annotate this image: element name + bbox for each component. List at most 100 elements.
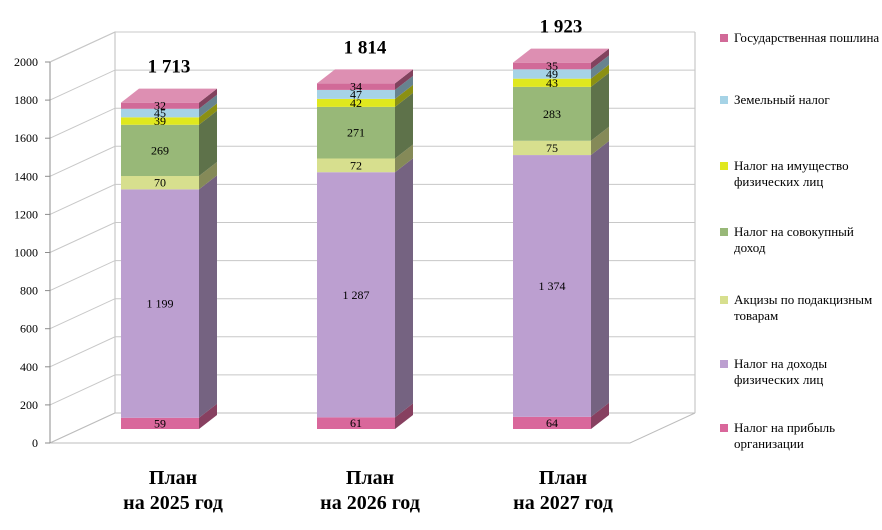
bar-segment bbox=[317, 69, 413, 90]
legend-swatch bbox=[720, 228, 728, 236]
gridline bbox=[49, 260, 695, 292]
gridline bbox=[49, 183, 695, 215]
legend-label: Акцизы по подакцизным товарам bbox=[734, 292, 873, 323]
bar-side bbox=[395, 158, 413, 418]
bar-side bbox=[591, 64, 609, 87]
y-tick-label: 1000 bbox=[14, 246, 38, 260]
bar-side bbox=[199, 110, 217, 177]
legend-label: Государственная пошлина bbox=[734, 30, 880, 45]
data-label: 45 bbox=[154, 106, 166, 120]
total-label: 1 713 bbox=[148, 57, 191, 78]
y-tick-label: 0 bbox=[32, 436, 38, 450]
bar-segment bbox=[121, 88, 217, 109]
legend-item: Налог на совокупный доход bbox=[720, 224, 880, 256]
bar-side bbox=[591, 72, 609, 141]
bar-2025 bbox=[121, 88, 217, 429]
legend-swatch bbox=[720, 96, 728, 104]
gridline bbox=[49, 298, 695, 330]
data-label: 1 374 bbox=[539, 279, 566, 293]
bar-front bbox=[513, 140, 591, 156]
y-tick-label: 400 bbox=[20, 360, 38, 374]
bar-segment bbox=[513, 55, 609, 79]
bar-front bbox=[513, 155, 591, 417]
bar-segment bbox=[317, 92, 413, 159]
bar-side bbox=[395, 144, 413, 173]
y-tick-label: 200 bbox=[20, 398, 38, 412]
bar-side bbox=[199, 88, 217, 109]
bar-segment bbox=[513, 402, 609, 429]
grid-lines bbox=[49, 31, 695, 406]
bar-segment bbox=[121, 175, 217, 418]
data-label: 271 bbox=[347, 126, 365, 140]
y-tick-label: 2000 bbox=[14, 55, 38, 69]
bar-segment bbox=[121, 110, 217, 177]
bar-front bbox=[513, 78, 591, 87]
gridline bbox=[49, 31, 695, 63]
bar-side bbox=[395, 84, 413, 107]
bar-front bbox=[317, 83, 395, 90]
bar-side bbox=[199, 103, 217, 125]
legend-label: Налог на совокупный доход bbox=[734, 224, 854, 255]
legend-swatch bbox=[720, 296, 728, 304]
bar-front bbox=[121, 189, 199, 418]
bar-side bbox=[395, 403, 413, 429]
legend-swatch bbox=[720, 34, 728, 42]
bar-top bbox=[121, 88, 217, 103]
legend-swatch bbox=[720, 162, 728, 170]
data-label: 43 bbox=[546, 76, 558, 90]
bar-segment bbox=[317, 75, 413, 99]
bar-side bbox=[591, 402, 609, 429]
y-axis: 0 200 400 600 800 1000 1200 1400 1600 1800 2000 bbox=[14, 55, 51, 450]
gridline bbox=[49, 145, 695, 177]
data-label: 269 bbox=[151, 143, 169, 157]
data-label: 49 bbox=[546, 67, 558, 81]
bar-front bbox=[121, 417, 199, 429]
bar-segment bbox=[317, 403, 413, 429]
bar-front bbox=[317, 98, 395, 107]
bar-front bbox=[121, 108, 199, 118]
gridline bbox=[49, 69, 695, 101]
legend-item: Акцизы по подакцизным товарам bbox=[720, 292, 880, 324]
bar-front bbox=[513, 69, 591, 79]
legend-label: Налог на доходы физических лиц bbox=[734, 356, 828, 387]
bar-front bbox=[317, 417, 395, 429]
bar-front bbox=[121, 102, 199, 109]
bar-segment bbox=[121, 103, 217, 125]
gridline bbox=[49, 336, 695, 368]
bar-2027 bbox=[513, 48, 609, 429]
bar-front bbox=[513, 62, 591, 70]
bar-side bbox=[395, 69, 413, 90]
bar-front bbox=[317, 158, 395, 173]
bar-side bbox=[395, 92, 413, 159]
bar-side bbox=[591, 141, 609, 417]
bar-segment bbox=[513, 64, 609, 87]
bar-segment bbox=[317, 158, 413, 418]
bar-front bbox=[317, 89, 395, 99]
bar-side bbox=[395, 75, 413, 99]
x-category-label: План на 2027 год bbox=[513, 467, 613, 514]
data-label: 34 bbox=[350, 80, 362, 94]
bar-top bbox=[317, 69, 413, 84]
bar-front bbox=[513, 86, 591, 141]
gridline bbox=[49, 222, 695, 253]
total-label: 1 814 bbox=[344, 37, 387, 58]
bar-front bbox=[121, 117, 199, 125]
bar-front bbox=[121, 124, 199, 177]
bar-side bbox=[591, 48, 609, 70]
legend-swatch bbox=[720, 424, 728, 432]
data-label: 61 bbox=[350, 416, 362, 430]
data-label: 283 bbox=[543, 107, 561, 121]
y-tick-label: 800 bbox=[20, 284, 38, 298]
bar-segment bbox=[317, 144, 413, 173]
data-label: 1 287 bbox=[343, 288, 370, 302]
data-label: 35 bbox=[546, 59, 558, 73]
bar-segment bbox=[121, 94, 217, 118]
bar-segment bbox=[513, 126, 609, 156]
bar-side bbox=[199, 175, 217, 418]
bar-front bbox=[121, 176, 199, 190]
bar-2026 bbox=[317, 69, 413, 429]
y-tick-label: 600 bbox=[20, 322, 38, 336]
legend-item: Земельный налог bbox=[720, 92, 880, 108]
bar-segment bbox=[121, 403, 217, 429]
